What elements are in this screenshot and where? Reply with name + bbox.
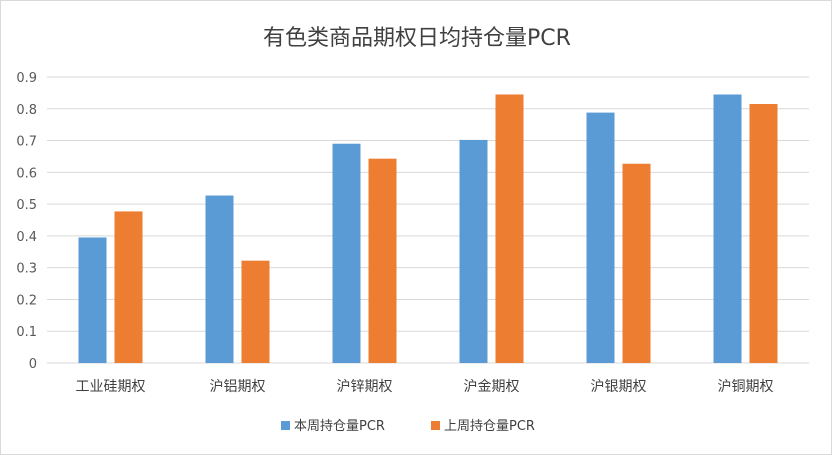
y-tick-label: 0.5 [16,198,37,213]
category-label: 沪金期权 [464,379,520,395]
legend-swatch [431,421,440,430]
bar-0-2 [332,143,361,363]
y-ticks: 0 0.1 0.2 0.3 0.4 0.5 0.6 0.7 0.8 0.9 [16,71,37,372]
category-label: 沪银期权 [591,379,647,395]
legend-label: 上周持仓量PCR [444,419,535,434]
bar-1-4 [622,163,651,363]
bar-0-4 [586,112,615,363]
legend-label: 本周持仓量PCR [294,419,385,434]
bar-1-5 [749,104,778,363]
y-tick-label: 0.4 [16,230,37,245]
bar-0-0 [78,237,107,363]
bar-1-2 [368,158,397,363]
x-categories: 工业硅期权 沪铝期权 沪锌期权 沪金期权 沪银期权 沪铜期权 [76,379,774,395]
category-label: 沪铜期权 [718,379,774,395]
y-tick-label: 0.9 [16,71,37,86]
y-tick-label: 0.6 [16,166,37,181]
category-label: 工业硅期权 [76,379,146,395]
chart-title: 有色类商品期权日均持仓量PCR [263,26,571,51]
bar-1-1 [241,260,270,363]
bar-0-1 [205,195,234,363]
y-tick-label: 0 [29,357,37,372]
legend-swatch [281,421,290,430]
y-tick-label: 0.1 [16,325,37,340]
bar-1-0 [114,211,143,363]
y-tick-label: 0.3 [16,262,37,277]
bars [78,94,778,363]
category-label: 沪铝期权 [210,379,266,395]
y-tick-label: 0.2 [16,293,37,308]
bar-0-3 [459,139,488,363]
legend: 本周持仓量PCR 上周持仓量PCR [281,419,535,434]
category-label: 沪锌期权 [337,379,393,395]
y-tick-label: 0.7 [16,135,37,150]
bar-0-5 [713,94,742,363]
bar-1-3 [495,94,524,363]
gridlines [47,76,809,364]
y-tick-label: 0.8 [16,103,37,118]
